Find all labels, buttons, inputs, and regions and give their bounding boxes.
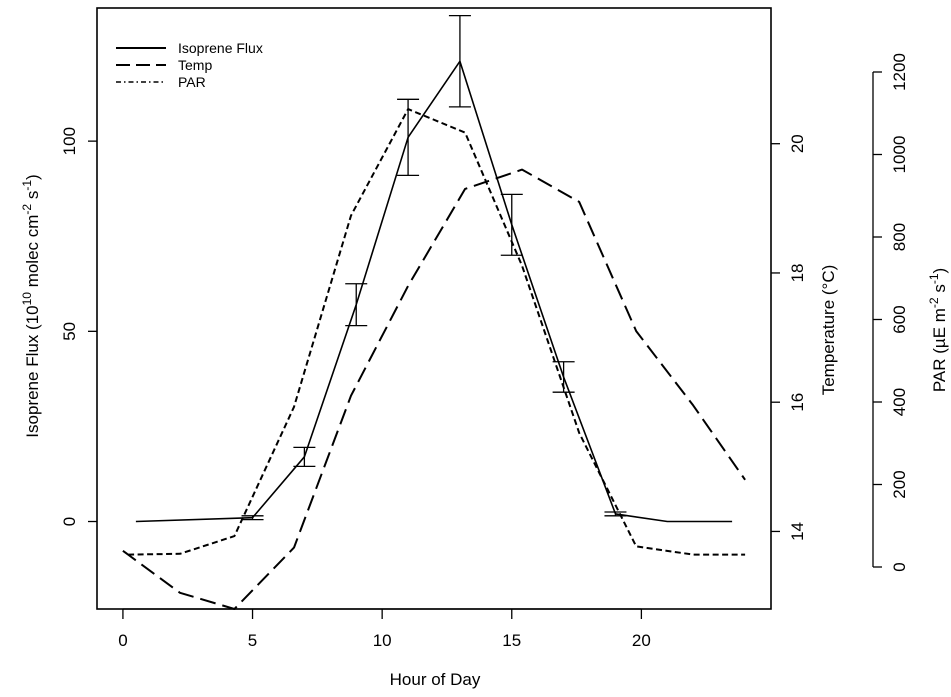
series-layer [122,14,746,610]
x-tick-label: 10 [373,631,392,650]
x-tick-label: 5 [248,631,257,650]
x-tick-label: 15 [502,631,521,650]
y-par-tick-label: 1200 [890,53,909,91]
error-bar [345,283,368,327]
y-temp-tick-label: 16 [788,393,807,412]
y-par-tick-label: 1000 [890,136,909,174]
y-par-tick-label: 600 [890,305,909,333]
error-bar [604,511,627,517]
series-line-par [128,108,746,556]
y-left-tick-label: 50 [60,322,79,341]
x-axis: 0 5 10 15 20 [118,608,651,650]
error-bar [241,515,264,521]
error-bar [397,98,420,177]
y-par-tick-label: 0 [890,562,909,571]
legend: Isoprene Flux Temp PAR [116,40,263,90]
series-line-isoprene-flux [135,60,733,523]
y-temp-axis: 14 16 18 20 [771,134,807,541]
y-temp-tick-label: 18 [788,263,807,282]
legend-label-par: PAR [178,74,206,90]
y-left-axis: 0 50 100 [60,127,97,526]
y-par-tick-label: 800 [890,223,909,251]
y-par-tick-label: 200 [890,470,909,498]
error-bar [448,14,471,108]
y-par-tick-label: 400 [890,388,909,416]
y-left-axis-title: Isoprene Flux (1010 molec cm-2 s-1) [20,174,42,437]
x-tick-label: 20 [632,631,651,650]
x-tick-label: 0 [118,631,127,650]
legend-label-temp: Temp [178,57,212,73]
legend-label-isoprene: Isoprene Flux [178,40,263,56]
series-line-temp [122,168,746,610]
y-left-tick-label: 0 [60,517,79,526]
x-axis-title: Hour of Day [390,670,481,689]
y-temp-tick-label: 20 [788,134,807,153]
y-par-axis-title: PAR (µE m-2 s-1) [927,268,949,392]
error-bar [500,193,523,256]
y-temp-axis-title: Temperature (°C) [819,265,838,396]
error-bar [293,446,316,468]
y-temp-tick-label: 14 [788,522,807,541]
y-par-axis: 0 200 400 600 800 1000 1200 [872,53,909,572]
y-left-tick-label: 100 [60,127,79,155]
